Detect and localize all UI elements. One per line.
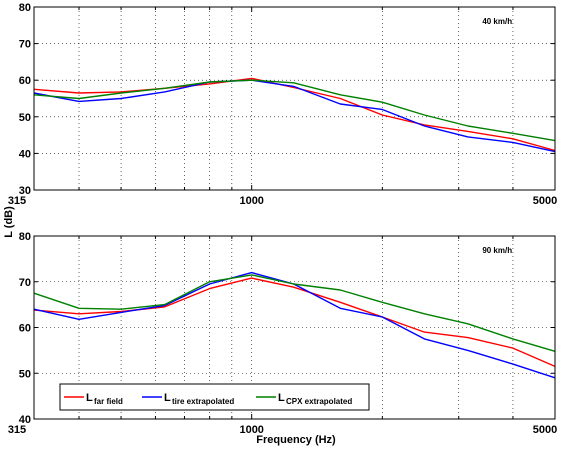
x-tick-label: 1000	[239, 424, 263, 436]
series-line-cpx	[33, 274, 556, 352]
x-tick-label: 5000	[533, 424, 557, 436]
y-tick-label: 40	[19, 414, 31, 426]
y-tick-label: 50	[19, 368, 31, 380]
x-tick-label: 1000	[239, 195, 263, 207]
panel-1: 30 40 50 60 70 80 315 1000 5000 40 km/h	[8, 2, 557, 207]
legend-label: L	[86, 392, 93, 404]
series-line-cpx	[33, 79, 556, 142]
y-tick-label: 50	[19, 112, 31, 124]
x-axis-label: Frequency (Hz)	[256, 434, 336, 446]
y-tick-label: 80	[19, 2, 31, 14]
x-tick-label: 315	[8, 424, 26, 436]
legend-label: L	[278, 392, 285, 404]
y-tick-label: 70	[19, 39, 31, 51]
legend-box	[59, 383, 370, 411]
y-tick-label: 60	[19, 323, 31, 335]
legend-label: L	[164, 392, 171, 404]
series-line-far-field	[33, 277, 556, 368]
y-tick-label: 40	[19, 148, 31, 160]
speed-annotation: 40 km/h	[482, 17, 512, 26]
series-line-far-field	[33, 77, 556, 152]
y-tick-label: 80	[19, 231, 31, 243]
y-tick-label: 30	[19, 185, 31, 197]
y-tick-label: 70	[19, 277, 31, 289]
x-tick-label: 5000	[533, 195, 557, 207]
plot-frame	[33, 6, 556, 191]
x-tick-label: 315	[8, 195, 26, 207]
legend-label-subscript: tire extrapolated	[172, 397, 234, 406]
y-axis-label: L (dB)	[3, 206, 15, 238]
series-line-tire	[33, 79, 556, 153]
legend-label-subscript: far field	[94, 397, 123, 406]
legend-label-subscript: CPX extrapolated	[286, 397, 352, 406]
y-tick-label: 60	[19, 75, 31, 87]
speed-annotation: 90 km/h	[482, 246, 512, 255]
